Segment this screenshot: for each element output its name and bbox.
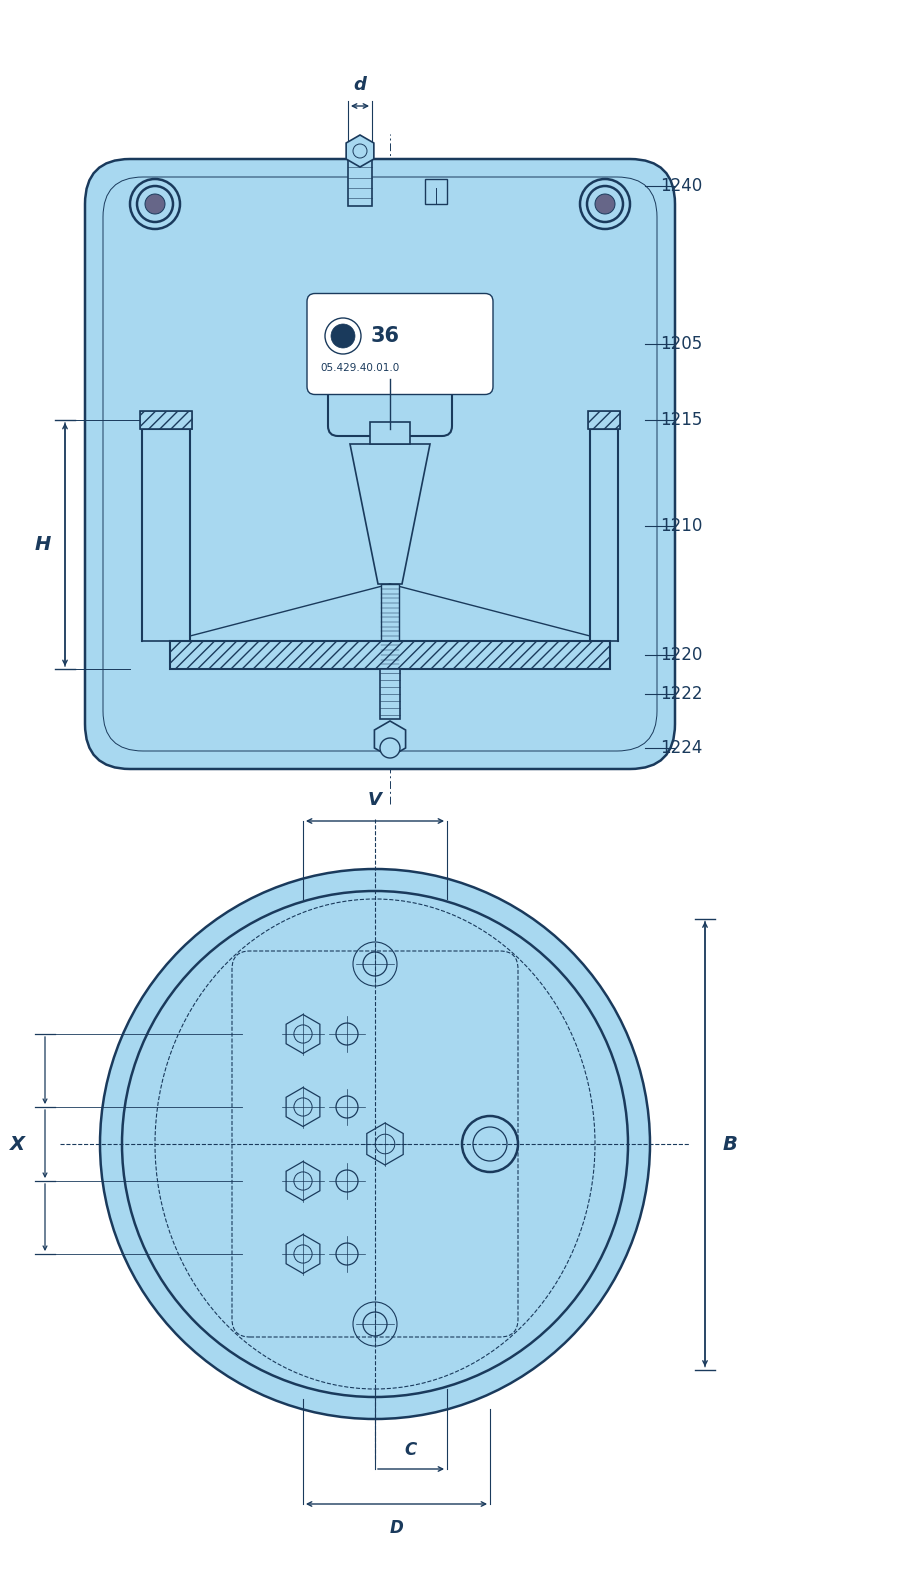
Bar bbox=[140, 411, 192, 430]
Circle shape bbox=[580, 179, 630, 228]
Text: V: V bbox=[368, 792, 382, 809]
Polygon shape bbox=[350, 444, 430, 584]
Circle shape bbox=[137, 186, 173, 222]
Bar bbox=[170, 641, 610, 669]
Text: D: D bbox=[390, 1519, 403, 1536]
Bar bbox=[140, 411, 192, 430]
FancyBboxPatch shape bbox=[307, 293, 493, 395]
Text: 05.429.40.01.0: 05.429.40.01.0 bbox=[320, 364, 400, 373]
Polygon shape bbox=[346, 135, 374, 167]
FancyBboxPatch shape bbox=[328, 375, 452, 436]
Circle shape bbox=[100, 869, 650, 1420]
Bar bbox=[381, 584, 399, 674]
Bar bbox=[588, 411, 620, 430]
Text: 1224: 1224 bbox=[660, 740, 702, 757]
Bar bbox=[425, 179, 447, 205]
Bar bbox=[370, 422, 410, 444]
Bar bbox=[588, 411, 620, 430]
Text: d: d bbox=[354, 76, 366, 94]
Circle shape bbox=[145, 194, 165, 214]
Bar bbox=[170, 641, 610, 669]
Text: B: B bbox=[723, 1135, 737, 1154]
FancyBboxPatch shape bbox=[85, 159, 675, 770]
Circle shape bbox=[587, 186, 623, 222]
Bar bbox=[142, 430, 190, 641]
Text: H: H bbox=[35, 535, 51, 554]
Bar bbox=[348, 151, 372, 206]
Circle shape bbox=[331, 324, 355, 348]
Polygon shape bbox=[374, 721, 406, 757]
Text: PARTS SOFT: PARTS SOFT bbox=[155, 238, 250, 250]
Text: 1205: 1205 bbox=[660, 335, 702, 353]
Circle shape bbox=[595, 194, 615, 214]
Circle shape bbox=[325, 318, 361, 354]
Text: 1220: 1220 bbox=[660, 645, 702, 664]
Bar bbox=[590, 430, 618, 641]
Text: X: X bbox=[10, 1135, 24, 1154]
Text: 1222: 1222 bbox=[660, 685, 703, 704]
Circle shape bbox=[380, 738, 400, 759]
Text: 1240: 1240 bbox=[660, 176, 702, 195]
Text: 1210: 1210 bbox=[660, 518, 702, 535]
Bar bbox=[380, 669, 400, 719]
Text: 36: 36 bbox=[371, 326, 400, 346]
Text: C: C bbox=[405, 1442, 417, 1459]
Text: 1215: 1215 bbox=[660, 411, 702, 430]
Circle shape bbox=[130, 179, 180, 228]
